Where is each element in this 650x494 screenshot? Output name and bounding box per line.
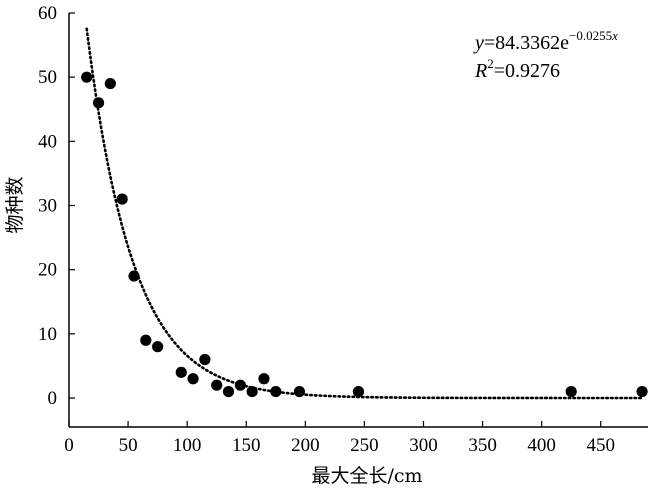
equation-body: =84.3362e: [484, 32, 569, 54]
x-axis-title: 最大全长/cm: [311, 465, 422, 487]
data-point: [293, 385, 306, 398]
equation-line: y=84.3362e−0.0255x: [473, 28, 618, 54]
y-tick-label: 10: [38, 324, 57, 345]
data-point: [352, 385, 365, 398]
x-tick-label: 400: [527, 435, 556, 456]
trendline: [85, 27, 644, 400]
data-point: [222, 385, 235, 398]
data-point: [81, 71, 93, 83]
x-tick-label: 200: [291, 435, 320, 456]
data-point: [565, 385, 577, 398]
y-tick-label: 30: [38, 196, 57, 217]
data-point: [234, 379, 246, 391]
equation-var: y: [473, 32, 484, 54]
data-point: [270, 385, 282, 398]
data-point: [116, 193, 128, 205]
data-point: [175, 366, 187, 378]
x-ticks: 0 50 100 150 200 250 300 350 400 450: [64, 421, 615, 456]
data-point: [128, 270, 140, 282]
x-tick-label: 250: [350, 435, 379, 456]
data-point: [258, 373, 270, 385]
data-point: [152, 341, 164, 353]
r-squared-value: =0.9276: [494, 60, 560, 82]
data-point: [636, 385, 648, 398]
data-point: [199, 353, 211, 366]
y-axis-title: 物种数: [4, 176, 26, 233]
y-tick-label: 60: [38, 3, 57, 24]
x-tick-label: 300: [409, 435, 438, 456]
x-tick-label: 150: [232, 435, 261, 456]
y-tick-label: 20: [38, 260, 57, 281]
y-tick-label: 40: [38, 131, 57, 152]
y-ticks: 0 10 20 30 40 50 60: [38, 3, 75, 409]
data-point: [140, 334, 152, 346]
x-tick-label: 50: [119, 435, 138, 456]
x-tick-label: 350: [468, 435, 497, 456]
x-tick-label: 450: [586, 435, 615, 456]
axes: 0 50 100 150 200 250 300 350 400 450 0 10 20 30 40 50 6…: [38, 3, 648, 456]
r-squared-sup: 2: [487, 56, 494, 71]
x-tick-label: 0: [64, 435, 74, 456]
r-squared-line: R2=0.9276: [474, 56, 560, 82]
y-tick-label: 0: [48, 388, 58, 409]
data-point: [187, 373, 199, 385]
data-point: [246, 385, 258, 398]
data-point: [211, 379, 223, 391]
data-point: [104, 77, 116, 90]
r-squared-var: R: [474, 60, 487, 82]
data-points: [81, 71, 648, 398]
x-tick-label: 100: [173, 435, 202, 456]
equation-exponent: −0.0255: [569, 28, 612, 43]
equation-annotation: y=84.3362e−0.0255x R2=0.9276: [473, 28, 618, 82]
y-tick-label: 50: [38, 67, 57, 88]
data-point: [92, 97, 105, 109]
equation-exponent-var: x: [611, 28, 618, 43]
